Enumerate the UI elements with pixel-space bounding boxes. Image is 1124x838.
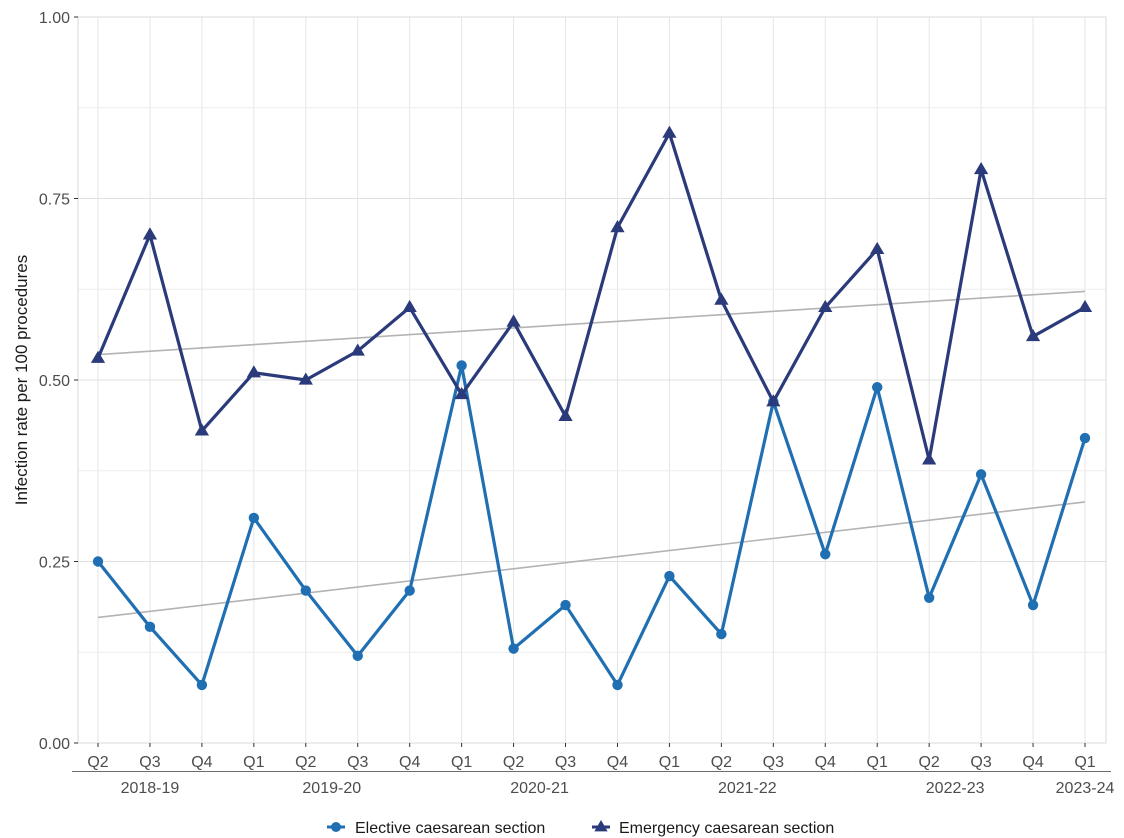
data-series xyxy=(90,125,1093,691)
x-tick-label: Q3 xyxy=(763,754,784,771)
x-tick-label: Q2 xyxy=(918,754,939,771)
y-axis-ticks: 0.00 0.25 0.50 0.75 1.00 xyxy=(39,10,78,753)
y-tick-label: 0.25 xyxy=(39,555,70,572)
data-point xyxy=(92,556,104,567)
x-tick-label: Q4 xyxy=(607,754,628,771)
x-tick-label: Q2 xyxy=(503,754,524,771)
x-tick-label: Q3 xyxy=(347,754,368,771)
data-point xyxy=(300,585,311,596)
data-point xyxy=(1025,328,1041,342)
x-tick-label: Q2 xyxy=(295,754,316,771)
data-point xyxy=(352,650,363,662)
data-point xyxy=(923,592,935,603)
x-tick-label: Q4 xyxy=(191,754,212,771)
x-tick-label: Q1 xyxy=(243,754,264,771)
data-point xyxy=(870,241,885,254)
year-group-label: 2022-23 xyxy=(926,780,985,797)
legend-label: Emergency caesarean section xyxy=(619,820,834,837)
data-point xyxy=(922,452,937,465)
x-tick-label: Q3 xyxy=(970,754,991,771)
data-point xyxy=(144,621,156,633)
data-point xyxy=(90,350,106,363)
x-tick-label: Q4 xyxy=(815,754,836,771)
data-point xyxy=(612,679,623,691)
data-point xyxy=(298,372,313,385)
data-point xyxy=(350,343,365,356)
x-tick-label: Q1 xyxy=(867,754,888,771)
x-tick-label: Q1 xyxy=(451,754,472,771)
data-point xyxy=(454,387,469,400)
y-tick-label: 1.00 xyxy=(39,10,70,27)
data-point xyxy=(404,585,415,596)
legend-key-marker xyxy=(594,820,608,832)
year-group-label: 2021-22 xyxy=(718,780,777,797)
x-tick-label: Q3 xyxy=(139,754,160,771)
trend-line-0 xyxy=(97,501,1086,619)
data-point xyxy=(402,299,417,313)
legend-key-marker xyxy=(331,822,341,832)
y-axis-title: Infection rate per 100 procedures xyxy=(12,255,31,505)
data-point xyxy=(508,643,519,654)
x-tick-label: Q3 xyxy=(555,754,576,771)
data-point xyxy=(246,365,261,378)
data-point xyxy=(820,549,831,560)
data-point xyxy=(456,360,467,371)
data-point xyxy=(196,679,208,691)
legend-label: Elective caesarean section xyxy=(355,820,545,837)
year-group-label: 2023-24 xyxy=(1056,780,1115,797)
x-tick-label: Q4 xyxy=(399,754,420,771)
y-tick-label: 0.00 xyxy=(39,736,70,753)
series-line-1 xyxy=(96,131,1086,462)
x-tick-label: Q4 xyxy=(1022,754,1043,771)
data-point xyxy=(1077,299,1093,313)
x-tick-label: Q1 xyxy=(659,754,680,771)
data-point xyxy=(818,299,833,313)
data-point xyxy=(662,125,677,138)
x-axis-ticks: Q2 Q3 Q4 Q1 Q2 Q3 Q4 Q1 Q2 Q3 Q4 Q1 Q2 Q3 Q4 Q1 Q2 Q3 Q4 Q1… xyxy=(72,743,1114,797)
data-point xyxy=(766,394,781,407)
data-point xyxy=(1079,432,1091,444)
y-tick-label: 0.50 xyxy=(39,373,70,390)
data-point xyxy=(714,292,729,305)
x-tick-label: Q2 xyxy=(711,754,732,771)
trend-lines xyxy=(97,290,1086,619)
x-tick-label: Q2 xyxy=(87,754,108,771)
data-point xyxy=(664,570,675,582)
year-group-label: 2019-20 xyxy=(302,780,361,797)
year-group-label: 2020-21 xyxy=(510,780,569,797)
grid-lines xyxy=(77,16,1107,744)
legend: Elective caesarean section Emergency caes… xyxy=(327,820,834,837)
data-point xyxy=(560,599,571,611)
year-group-label: 2018-19 xyxy=(121,780,180,797)
data-point xyxy=(142,227,158,240)
data-point xyxy=(973,161,989,175)
data-point xyxy=(194,423,210,436)
data-point xyxy=(975,469,987,480)
data-point xyxy=(248,512,260,524)
data-point xyxy=(716,628,727,640)
data-point xyxy=(506,314,521,327)
y-tick-label: 0.75 xyxy=(39,192,70,209)
data-point xyxy=(1027,599,1039,611)
data-point xyxy=(610,220,625,233)
data-point xyxy=(558,408,573,421)
series-line-0 xyxy=(96,363,1087,687)
data-point xyxy=(872,382,883,393)
x-tick-label: Q1 xyxy=(1074,754,1095,771)
